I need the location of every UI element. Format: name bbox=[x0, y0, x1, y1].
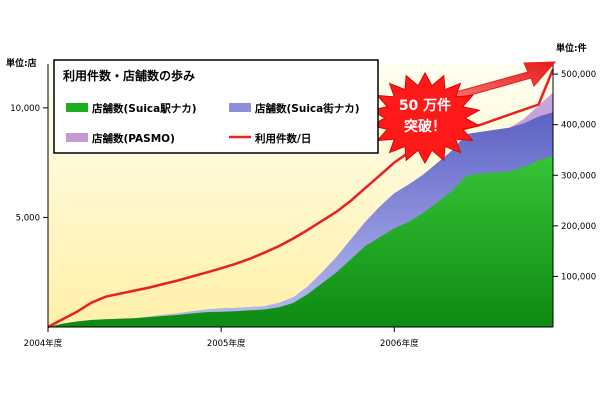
milestone-starburst: 50 万件 突破！ bbox=[369, 71, 481, 165]
legend-label-machinaka: 店舗数(Suica街ナカ) bbox=[254, 102, 360, 115]
annotation-line-1: 50 万件 bbox=[399, 97, 451, 114]
x-tick-label: 2004年度 bbox=[24, 338, 63, 349]
legend-swatch-ekinaka bbox=[66, 103, 88, 112]
legend-label-ekinaka: 店舗数(Suica駅ナカ) bbox=[91, 102, 197, 115]
right-tick-label: 500,000 bbox=[561, 70, 596, 80]
left-tick-label: 5,000 bbox=[16, 213, 40, 223]
right-tick-label: 200,000 bbox=[561, 222, 596, 232]
right-tick-label: 100,000 bbox=[561, 272, 596, 282]
left-tick-label: 10,000 bbox=[10, 104, 40, 114]
left-axis-unit: 単位:店 bbox=[6, 57, 37, 69]
legend-swatch-machinaka bbox=[229, 103, 251, 112]
legend-label-usage: 利用件数/日 bbox=[255, 132, 311, 145]
legend: 利用件数・店舗数の歩み 店舗数(Suica駅ナカ) 店舗数(Suica街ナカ) … bbox=[53, 59, 379, 154]
legend-label-pasmo: 店舗数(PASMO) bbox=[91, 132, 175, 145]
chart-title: 利用件数・店舗数の歩み bbox=[63, 68, 195, 83]
axis-ticks bbox=[43, 73, 558, 332]
area-suica-ekinaka bbox=[48, 156, 553, 327]
x-tick-label: 2005年度 bbox=[207, 338, 246, 349]
legend-swatch-pasmo bbox=[66, 133, 88, 142]
x-tick-label: 2006年度 bbox=[380, 338, 419, 349]
right-axis-unit: 単位:件 bbox=[556, 42, 587, 54]
right-tick-label: 300,000 bbox=[561, 171, 596, 181]
annotation-line-2: 突破！ bbox=[404, 118, 446, 135]
right-tick-label: 400,000 bbox=[561, 121, 596, 131]
